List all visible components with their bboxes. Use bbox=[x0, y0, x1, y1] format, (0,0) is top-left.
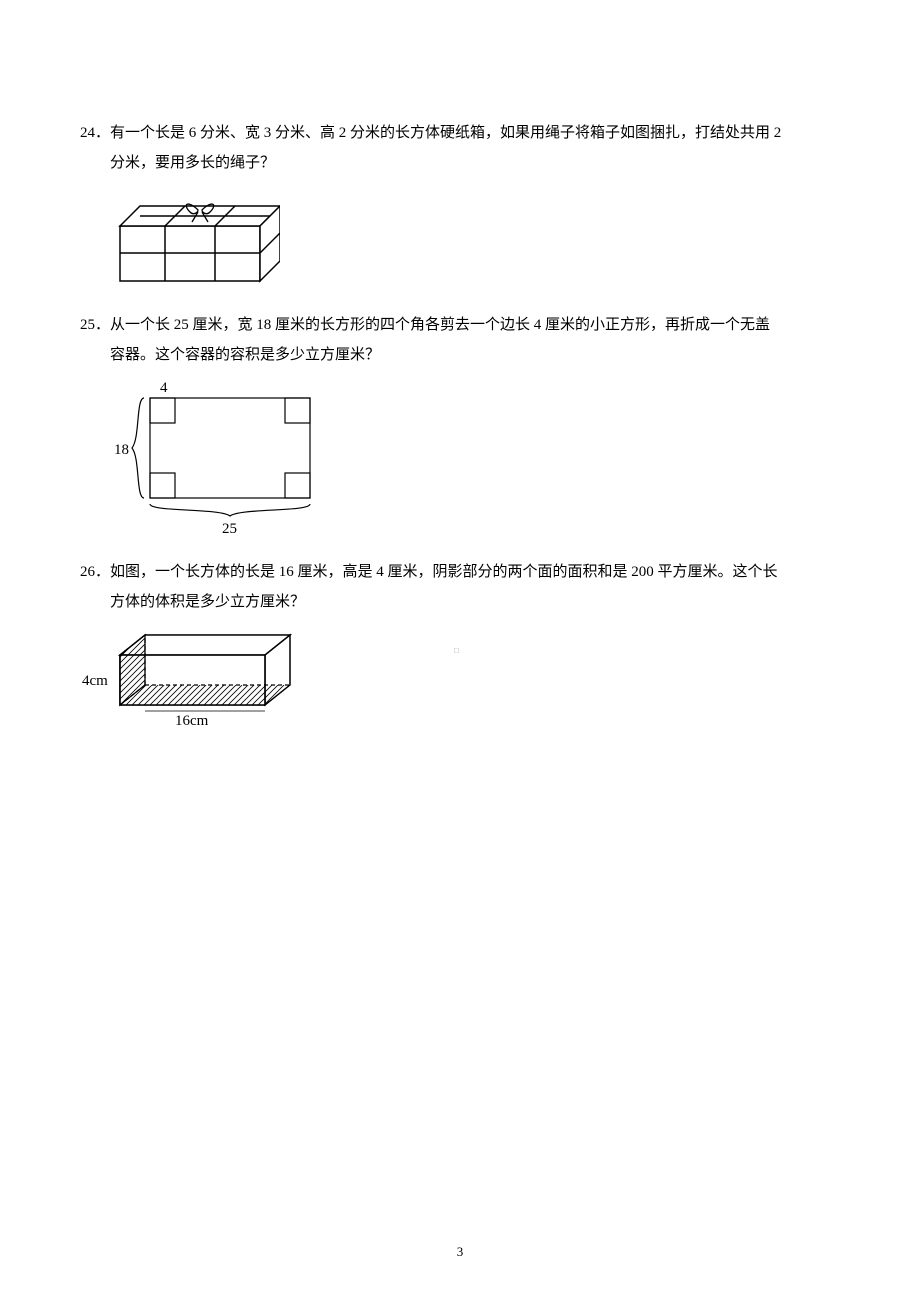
question-25-line2: 容器。这个容器的容积是多少立方厘米？ bbox=[80, 340, 850, 370]
label-4: 4 bbox=[160, 380, 168, 396]
label-4cm: 4cm bbox=[82, 673, 108, 689]
question-text: 从一个长 25 厘米，宽 18 厘米的长方形的四个角各剪去一个边长 4 厘米的小… bbox=[110, 317, 770, 333]
watermark: □ bbox=[454, 646, 459, 655]
question-24-line2: 分米，要用多长的绳子？ bbox=[80, 148, 850, 178]
question-26-line1: 26．如图，一个长方体的长是 16 厘米，高是 4 厘米，阴影部分的两个面的面积… bbox=[80, 557, 850, 587]
cuboid-shaded-svg: 4cm 16cm bbox=[80, 625, 300, 735]
question-26: 26．如图，一个长方体的长是 16 厘米，高是 4 厘米，阴影部分的两个面的面积… bbox=[80, 557, 850, 740]
figure-25: 4 18 25 bbox=[110, 378, 850, 543]
page-number: 3 bbox=[0, 1244, 920, 1260]
question-text: 有一个长是 6 分米、宽 3 分米、高 2 分米的长方体硬纸箱，如果用绳子将箱子… bbox=[110, 125, 781, 141]
label-16cm: 16cm bbox=[175, 713, 209, 729]
question-24: 24．有一个长是 6 分米、宽 3 分米、高 2 分米的长方体硬纸箱，如果用绳子… bbox=[80, 118, 850, 296]
figure-24 bbox=[110, 186, 850, 296]
question-24-line1: 24．有一个长是 6 分米、宽 3 分米、高 2 分米的长方体硬纸箱，如果用绳子… bbox=[80, 118, 850, 148]
question-number: 26． bbox=[80, 564, 110, 580]
question-number: 24． bbox=[80, 125, 110, 141]
tied-box-svg bbox=[110, 186, 280, 291]
content-area: 24．有一个长是 6 分米、宽 3 分米、高 2 分米的长方体硬纸箱，如果用绳子… bbox=[80, 118, 850, 754]
label-18: 18 bbox=[114, 442, 129, 458]
figure-26: 4cm 16cm bbox=[80, 625, 850, 740]
question-25-line1: 25．从一个长 25 厘米，宽 18 厘米的长方形的四个角各剪去一个边长 4 厘… bbox=[80, 310, 850, 340]
question-26-line2: 方体的体积是多少立方厘米？ bbox=[80, 587, 850, 617]
question-25: 25．从一个长 25 厘米，宽 18 厘米的长方形的四个角各剪去一个边长 4 厘… bbox=[80, 310, 850, 543]
question-number: 25． bbox=[80, 317, 110, 333]
unfold-box-svg: 4 18 25 bbox=[110, 378, 330, 538]
question-text: 如图，一个长方体的长是 16 厘米，高是 4 厘米，阴影部分的两个面的面积和是 … bbox=[110, 564, 778, 580]
label-25: 25 bbox=[222, 521, 237, 537]
